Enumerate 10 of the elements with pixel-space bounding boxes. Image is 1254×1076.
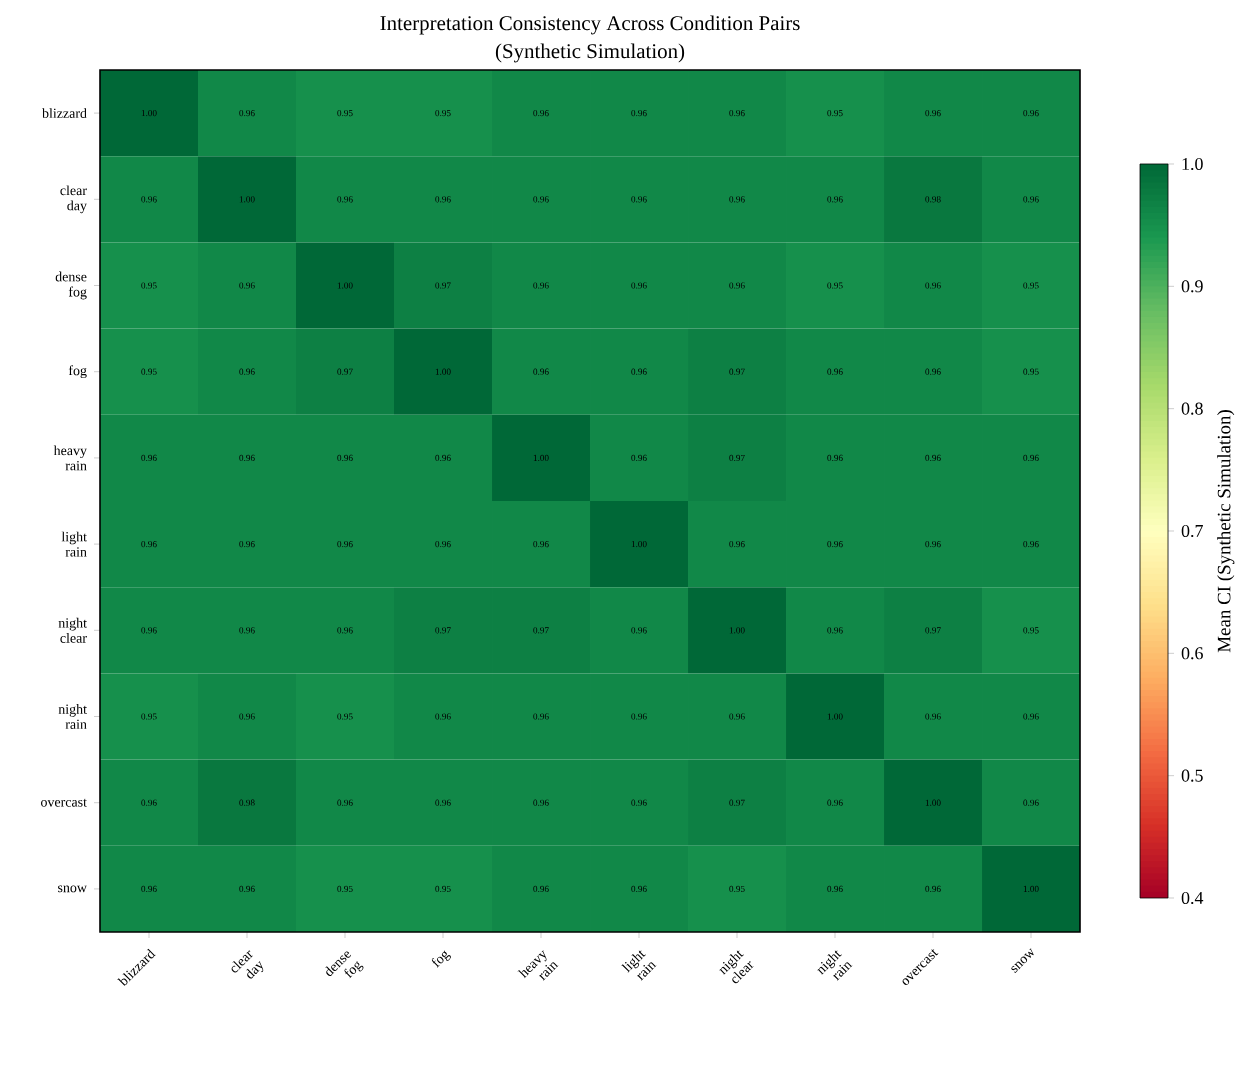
- color-bar-label: 0.5: [1181, 769, 1203, 782]
- chart-subtitle: (Synthetic Simulation): [495, 43, 685, 63]
- color-bar-label: 0.7: [1181, 524, 1203, 538]
- color-bar-label: 1.0: [1182, 157, 1203, 171]
- color-bar-label: 0.6: [1181, 647, 1203, 660]
- chart-title: Interpretation Consistency Across Condition Pairs: [380, 15, 800, 35]
- color-bar-label: 0.8: [1181, 402, 1203, 415]
- color-bar-title: Mean CI (Synthetic Simulation): [1217, 410, 1235, 653]
- color-bar-label: 0.4: [1181, 891, 1204, 905]
- color-bar-label: 0.9: [1181, 280, 1203, 293]
